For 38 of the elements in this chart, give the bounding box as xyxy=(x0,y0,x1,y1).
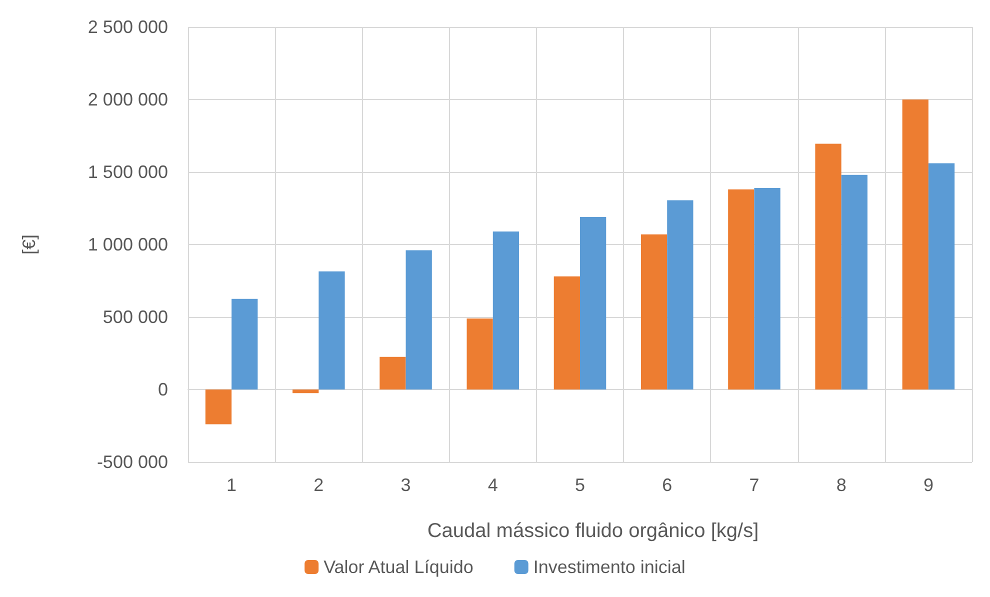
x-tick-label: 7 xyxy=(749,475,760,495)
y-tick-label: -500 000 xyxy=(96,452,168,472)
legend-label: Investimento inicial xyxy=(533,557,686,577)
bar xyxy=(754,188,780,390)
y-tick-label: 1 500 000 xyxy=(88,162,168,182)
bar xyxy=(667,200,694,390)
bar xyxy=(841,174,868,390)
x-tick-label: 5 xyxy=(574,475,586,495)
bar xyxy=(815,144,842,390)
bar xyxy=(902,100,928,390)
x-tick-label: 2 xyxy=(314,475,324,495)
bar xyxy=(728,189,754,390)
bar xyxy=(380,356,406,390)
x-tick-label: 8 xyxy=(836,475,846,495)
bar xyxy=(466,318,493,390)
y-tick-label: 0 xyxy=(158,380,168,400)
legend-label: Valor Atual Líquido xyxy=(324,557,474,577)
bar xyxy=(640,234,668,390)
bar xyxy=(406,250,432,390)
bar xyxy=(232,298,258,390)
y-tick-label: 500 000 xyxy=(102,307,168,327)
x-tick-label: 1 xyxy=(226,475,237,495)
bar xyxy=(318,271,345,390)
bar xyxy=(292,390,319,394)
bar xyxy=(580,216,606,390)
x-tick-label: 3 xyxy=(400,475,411,495)
bar xyxy=(928,163,955,390)
x-tick-label: 6 xyxy=(662,475,672,495)
y-tick-label: 2 500 000 xyxy=(88,17,168,37)
x-tick-label: 4 xyxy=(488,475,498,495)
y-tick-label: 2 000 000 xyxy=(88,90,168,110)
y-axis-title: [€] xyxy=(19,234,39,255)
x-tick-label: 9 xyxy=(923,475,934,495)
y-tick-label: 1 000 000 xyxy=(88,234,168,254)
bar xyxy=(554,276,580,390)
x-axis-title: Caudal mássico fluido orgânico [kg/s] xyxy=(427,520,759,542)
bar xyxy=(492,231,520,390)
bar xyxy=(205,390,232,424)
